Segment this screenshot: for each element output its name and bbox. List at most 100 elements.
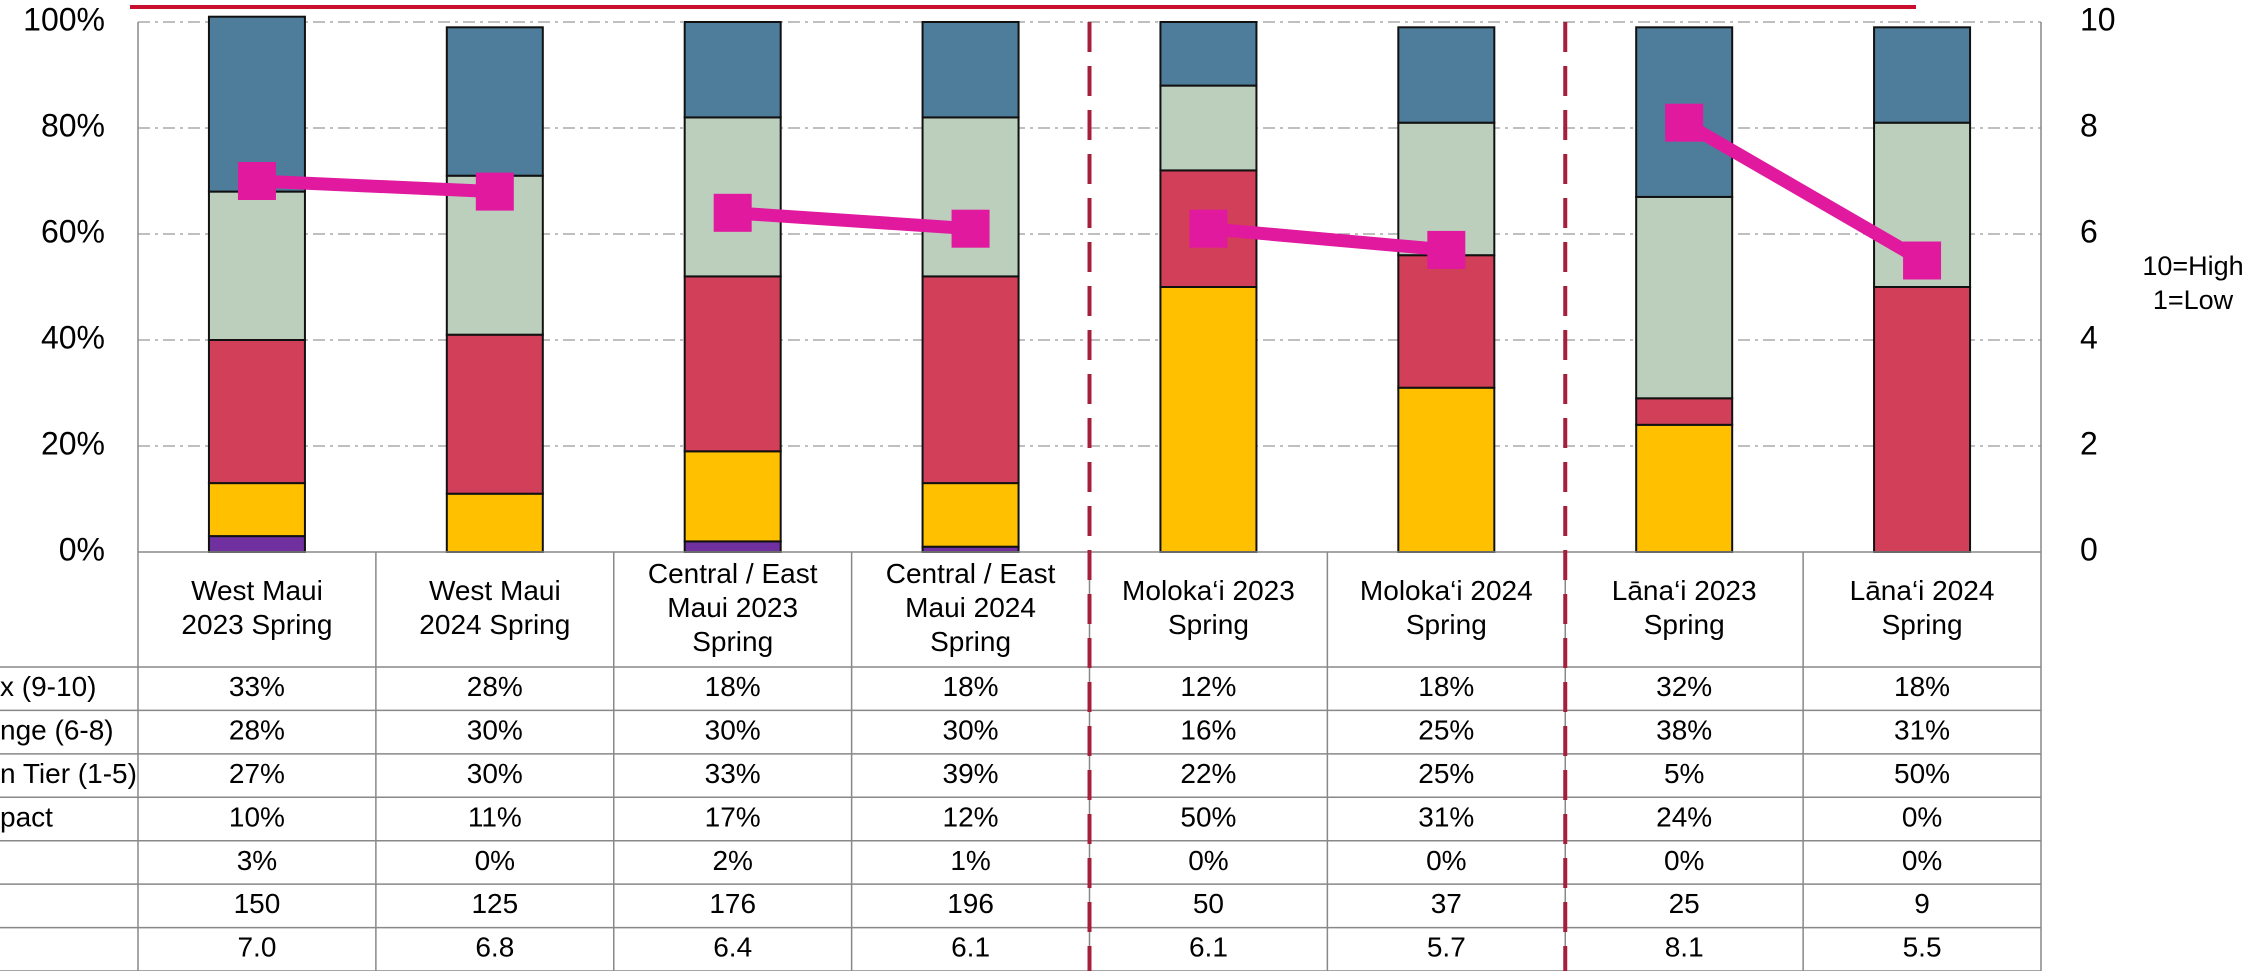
table-cell: 38% xyxy=(1656,715,1712,746)
table-cell: 7.0 xyxy=(237,932,276,963)
table-cell: 0% xyxy=(475,845,515,876)
table-cell: 31% xyxy=(1418,801,1474,832)
table-cell: 5.7 xyxy=(1427,932,1466,963)
table-cell: 39% xyxy=(943,758,999,789)
category-label: West Maui xyxy=(429,575,561,606)
category-label: Moloka‘i 2024 xyxy=(1360,575,1533,606)
y2-tick-label: 6 xyxy=(2080,213,2098,249)
bar-segment xyxy=(683,275,782,453)
mean-line xyxy=(1680,117,1926,267)
bar-segment xyxy=(207,482,306,538)
table-cell: 24% xyxy=(1656,801,1712,832)
table-cell: 22% xyxy=(1180,758,1236,789)
category-label: Spring xyxy=(692,626,773,657)
category-label: Spring xyxy=(930,626,1011,657)
table-cell: 1% xyxy=(950,845,990,876)
mean-marker xyxy=(1427,230,1466,269)
y2-tick-label: 8 xyxy=(2080,107,2098,143)
table-cell: 10% xyxy=(229,801,285,832)
table-cell: 0% xyxy=(1902,801,1942,832)
table-cell: 30% xyxy=(943,715,999,746)
table-cell: 6.8 xyxy=(475,932,514,963)
y2-axis-label: 10=High xyxy=(2142,251,2243,281)
y-tick-label: 20% xyxy=(41,425,105,461)
table-cell: 27% xyxy=(229,758,285,789)
bar-segment xyxy=(921,275,1020,485)
bar-segment xyxy=(207,535,306,553)
table-cell: 50% xyxy=(1180,801,1236,832)
y-tick-label: 100% xyxy=(23,1,105,37)
y2-axis-label: 1=Low xyxy=(2153,285,2234,315)
category-label: Maui 2023 xyxy=(667,592,798,623)
table-cell: 6.1 xyxy=(951,932,990,963)
mean-line xyxy=(732,206,971,236)
bar-segment xyxy=(921,116,1020,278)
category-label: 2023 Spring xyxy=(181,609,332,640)
table-cell: 8.1 xyxy=(1665,932,1704,963)
category-label: Lāna‘i 2023 xyxy=(1612,575,1757,606)
bar-segment xyxy=(1397,386,1496,554)
category-label: Central / East xyxy=(648,558,818,589)
table-cell: 3% xyxy=(237,845,277,876)
table-cell: 32% xyxy=(1656,671,1712,702)
mean-line xyxy=(256,174,496,199)
bar-segment xyxy=(207,190,306,341)
bar-segment xyxy=(445,26,544,177)
mean-line xyxy=(1207,222,1447,257)
row-label: x (9-10) xyxy=(0,671,96,702)
table-cell: 30% xyxy=(467,715,523,746)
table-cell: 33% xyxy=(705,758,761,789)
category-label: Maui 2024 xyxy=(905,592,1036,623)
y2-tick-label: 0 xyxy=(2080,531,2098,567)
table-cell: 25% xyxy=(1418,715,1474,746)
table-cell: 50% xyxy=(1894,758,1950,789)
mean-marker xyxy=(1903,241,1942,280)
mean-marker xyxy=(713,193,752,232)
mean-marker xyxy=(1189,209,1228,248)
row-label: nge (6-8) xyxy=(0,715,114,746)
bar-segment xyxy=(1159,286,1258,553)
table-cell: 18% xyxy=(1418,671,1474,702)
table-cell: 2% xyxy=(712,845,752,876)
table-cell: 18% xyxy=(1894,671,1950,702)
table-cell: 0% xyxy=(1664,845,1704,876)
table-cell: 25% xyxy=(1418,758,1474,789)
table-cell: 17% xyxy=(705,801,761,832)
bar-segment xyxy=(921,482,1020,548)
table-cell: 50 xyxy=(1193,888,1224,919)
y2-tick-label: 10 xyxy=(2080,1,2116,37)
table-cell: 176 xyxy=(709,888,756,919)
table-cell: 31% xyxy=(1894,715,1950,746)
table-cell: 28% xyxy=(467,671,523,702)
category-label: West Maui xyxy=(191,575,323,606)
bar-segment xyxy=(1159,84,1258,172)
category-label: Central / East xyxy=(886,558,1056,589)
y-tick-label: 0% xyxy=(59,531,105,567)
bar-segment xyxy=(1635,423,1734,553)
mean-marker xyxy=(475,172,514,211)
table-cell: 0% xyxy=(1426,845,1466,876)
row-label: pact xyxy=(0,801,53,832)
bar-segment xyxy=(1873,286,1972,553)
table-cell: 37 xyxy=(1431,888,1462,919)
bar-segment xyxy=(683,450,782,543)
bar-segment xyxy=(445,492,544,554)
bar-segment xyxy=(1873,26,1972,124)
category-label: Moloka‘i 2023 xyxy=(1122,575,1295,606)
table-cell: 11% xyxy=(468,801,522,832)
bar-segment xyxy=(1635,195,1734,400)
table-cell: 12% xyxy=(943,801,999,832)
table-cell: 18% xyxy=(705,671,761,702)
table-cell: 33% xyxy=(229,671,285,702)
bar-segment xyxy=(683,21,782,119)
bar-segment xyxy=(1635,397,1734,426)
y2-tick-label: 2 xyxy=(2080,425,2098,461)
table-cell: 6.4 xyxy=(713,932,752,963)
category-label: Spring xyxy=(1168,609,1249,640)
bar-segment xyxy=(207,339,306,485)
bar-segment xyxy=(921,21,1020,119)
table-cell: 6.1 xyxy=(1189,932,1228,963)
table-cell: 30% xyxy=(705,715,761,746)
category-label: Spring xyxy=(1882,609,1963,640)
